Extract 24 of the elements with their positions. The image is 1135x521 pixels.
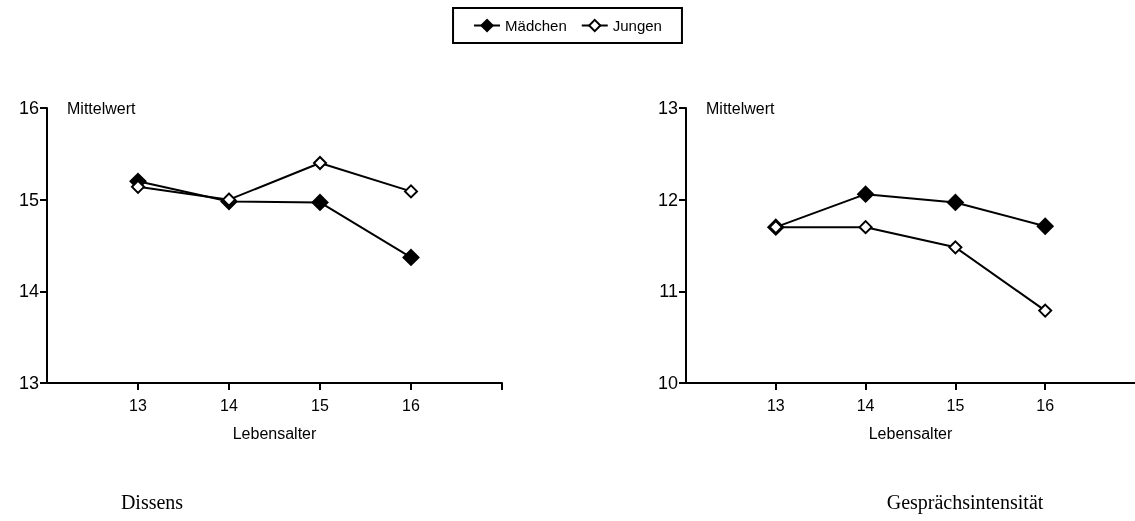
x-tick-label: 16 [1036,396,1055,414]
x-axis-title: Lebensalter [868,424,953,442]
y-axis-title: Mittelwert [706,99,776,117]
y-tick-label: 13 [657,98,678,118]
x-axis-title: Lebensalter [232,424,317,442]
x-tick-label: 14 [220,396,238,414]
legend-label: Jungen [612,17,662,34]
x-tick-label: 16 [402,396,420,414]
x-tick-label: 13 [766,396,785,414]
legend-label: Mädchen [505,17,567,34]
text: Dissens [120,491,184,513]
x-tick-label: 15 [311,396,329,414]
y-axis-title: Mittelwert [67,99,137,117]
y-tick-label: 12 [657,189,678,210]
y-tick-label: 11 [659,281,678,302]
y-tick-label: 13 [18,373,39,393]
text: Gesprächsintensität [886,491,1044,514]
y-tick-label: 15 [18,189,39,210]
x-tick-label: 15 [946,396,965,414]
x-tick-label: 14 [856,396,875,414]
y-tick-label: 16 [18,98,39,118]
y-tick-label: 14 [18,281,39,302]
y-tick-label: 10 [657,373,678,393]
x-tick-label: 13 [129,396,147,414]
